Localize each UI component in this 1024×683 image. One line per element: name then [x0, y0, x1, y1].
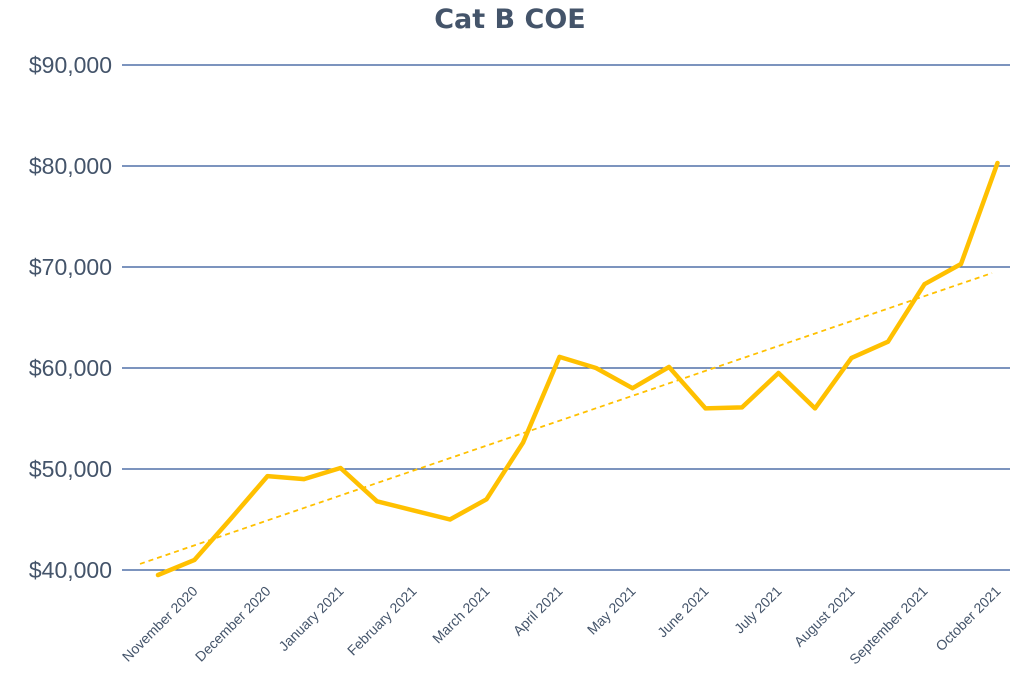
data-point	[265, 474, 270, 479]
data-point	[557, 354, 562, 359]
y-tick-label: $90,000	[29, 52, 112, 78]
data-point	[375, 499, 379, 504]
y-tick-label: $80,000	[29, 153, 112, 179]
x-tick-label: April 2021	[510, 583, 566, 639]
data-point	[740, 405, 744, 410]
trendline	[139, 272, 993, 565]
data-point	[302, 477, 306, 482]
x-tick-label: September 2021	[846, 583, 931, 668]
data-point	[886, 339, 890, 344]
y-tick-label: $50,000	[29, 456, 112, 482]
data-point	[484, 497, 489, 502]
x-tick-label: May 2021	[584, 583, 639, 638]
data-point	[229, 516, 233, 521]
data-point	[922, 282, 927, 287]
x-tick-label: January 2021	[275, 583, 346, 654]
x-tick-label: June 2021	[654, 583, 712, 641]
data-point	[667, 364, 671, 369]
data-point	[995, 160, 1000, 165]
data-point	[411, 508, 416, 513]
data-point	[192, 557, 197, 562]
data-point	[813, 406, 817, 411]
x-tick-label: July 2021	[731, 583, 785, 637]
plot-area	[139, 160, 1000, 578]
y-tick-label: $60,000	[29, 355, 112, 381]
data-point	[594, 366, 598, 370]
x-tick-label: October 2021	[932, 583, 1003, 654]
data-point	[156, 573, 160, 578]
y-tick-label: $40,000	[29, 557, 112, 583]
gridlines	[122, 64, 1010, 571]
data-point	[448, 517, 452, 522]
y-tick-label: $70,000	[29, 254, 112, 280]
data-point	[849, 355, 854, 360]
x-tick-label: March 2021	[429, 583, 493, 647]
data-point	[776, 371, 781, 376]
x-tick-label: November 2020	[119, 583, 201, 665]
y-axis-ticks: $40,000 $50,000 $60,000 $70,000 $80,000 $90,0…	[29, 52, 112, 583]
data-point	[521, 440, 525, 445]
x-tick-label: February 2021	[344, 583, 420, 659]
x-tick-label: August 2021	[791, 583, 858, 650]
data-point	[959, 261, 963, 266]
series-line-cat-b-coe	[155, 160, 1000, 578]
chart-title: Cat B COE	[434, 4, 586, 35]
data-point	[703, 406, 708, 411]
data-point	[338, 465, 343, 470]
data-point	[630, 386, 635, 391]
x-tick-label: December 2020	[192, 583, 274, 665]
